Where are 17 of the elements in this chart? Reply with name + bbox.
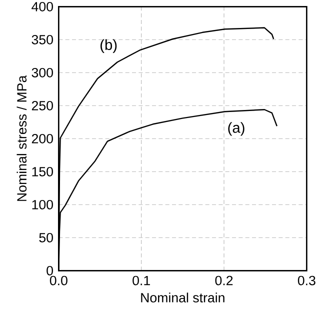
y-tick-label: 100 xyxy=(32,200,53,210)
y-tick-label: 200 xyxy=(32,134,53,144)
x-axis-title: Nominal strain xyxy=(141,292,224,302)
y-axis-title: Nominal stress / MPa xyxy=(16,75,27,201)
y-tick-label: 400 xyxy=(32,2,53,12)
y-tick-label: 50 xyxy=(39,232,53,242)
y-tick-label: 150 xyxy=(32,166,53,176)
x-tick-label: 0.3 xyxy=(298,276,316,286)
x-tick-label: 0.0 xyxy=(50,276,68,286)
annotation: (a) xyxy=(228,122,244,136)
y-tick-label: 0 xyxy=(46,266,53,276)
x-tick-label: 0.1 xyxy=(132,276,150,286)
x-tick-label: 0.2 xyxy=(215,276,233,286)
y-tick-label: 300 xyxy=(32,68,53,78)
annotation: (b) xyxy=(100,39,117,53)
y-tick-label: 350 xyxy=(32,34,53,44)
y-tick-label: 250 xyxy=(32,100,53,110)
